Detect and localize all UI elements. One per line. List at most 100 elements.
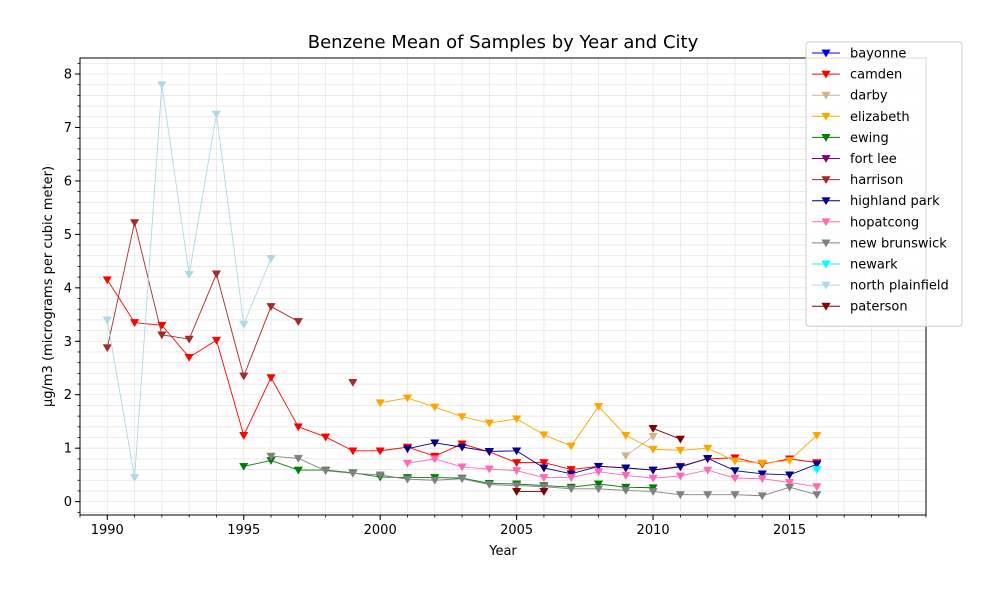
legend-marker: [821, 302, 831, 311]
data-point: [812, 466, 822, 475]
data-point: [621, 487, 631, 495]
data-point: [784, 457, 795, 465]
data-point: [484, 481, 494, 490]
data-point: [757, 459, 767, 468]
legend-marker: [821, 197, 831, 206]
legend-label: fort lee: [850, 152, 897, 167]
data-point: [784, 478, 795, 487]
data-point: [566, 474, 576, 483]
data-point: [757, 475, 767, 484]
data-point: [593, 462, 604, 471]
y-tick-label: 1: [64, 442, 72, 457]
data-point: [266, 452, 276, 461]
data-point: [239, 320, 249, 329]
data-point: [402, 459, 413, 468]
y-tick-label: 3: [64, 335, 72, 350]
y-tick-label: 7: [64, 121, 72, 136]
data-point: [593, 480, 604, 489]
data-point: [512, 415, 522, 424]
data-point: [320, 467, 331, 476]
data-point: [812, 431, 822, 440]
legend-marker: [821, 112, 831, 121]
data-point: [457, 463, 467, 472]
series-line: [652, 427, 681, 440]
data-point: [648, 433, 658, 441]
data-point: [457, 475, 467, 484]
legend-item: north plainfield: [812, 279, 949, 294]
data-point: [621, 431, 631, 440]
data-point: [566, 442, 576, 451]
legend-item: paterson: [812, 300, 908, 315]
data-point: [211, 110, 222, 119]
series-harrison: [102, 219, 358, 387]
data-point: [675, 491, 686, 500]
legend-item: darby: [812, 89, 888, 104]
legend-item: highland park: [812, 194, 940, 209]
data-point: [512, 488, 522, 496]
data-point: [102, 344, 112, 353]
legend-item: hopatcong: [812, 215, 919, 230]
legend-item: newark: [812, 258, 898, 273]
legend-marker: [821, 49, 831, 58]
data-point: [648, 425, 658, 433]
data-point: [184, 335, 194, 344]
data-point: [239, 431, 249, 440]
data-point: [484, 447, 494, 456]
legend-marker: [821, 218, 831, 227]
axes: 1990 1995 2000 2005 2010 2015 0 1 2 3 4 5 6 7 8: [64, 62, 927, 538]
data-point: [157, 331, 167, 340]
data-point: [593, 403, 604, 411]
legend-item: harrison: [812, 173, 903, 188]
data-point: [812, 491, 822, 500]
data-point: [621, 472, 631, 480]
data-point: [430, 439, 440, 448]
legend-marker: [821, 239, 831, 248]
series-paterson: [512, 425, 686, 496]
data-point: [730, 491, 740, 500]
data-point: [211, 270, 222, 279]
legend-item: ewing: [812, 131, 889, 146]
data-point: [293, 318, 303, 326]
legend-label: harrison: [850, 173, 903, 188]
x-tick-label: 2005: [500, 523, 533, 538]
legend-label: north plainfield: [850, 279, 949, 294]
y-axis-label: µg/m3 (micrograms per cubic meter): [41, 166, 56, 407]
data-point: [266, 374, 276, 383]
series-elizabeth: [375, 394, 822, 468]
series-darby: [621, 433, 658, 461]
data-point: [157, 81, 167, 90]
legend-label: hopatcong: [850, 215, 919, 230]
y-tick-label: 4: [64, 281, 72, 296]
y-tick-label: 8: [64, 68, 72, 83]
data-point: [593, 468, 604, 477]
data-point: [812, 460, 822, 469]
legend-marker: [821, 281, 831, 290]
data-point: [730, 457, 740, 466]
y-tick-label: 2: [64, 388, 72, 403]
data-point: [375, 471, 385, 480]
data-point: [457, 443, 467, 452]
legend-box: [805, 41, 963, 327]
data-point: [566, 485, 576, 494]
data-point: [703, 491, 713, 500]
data-point: [539, 431, 549, 440]
data-point: [375, 399, 385, 408]
data-point: [730, 467, 740, 476]
data-point: [266, 303, 276, 312]
series-line: [407, 442, 818, 476]
data-point: [512, 467, 522, 476]
data-point: [512, 482, 522, 491]
data-point: [239, 372, 249, 381]
data-point: [102, 276, 112, 285]
data-point: [812, 483, 822, 492]
legend-item: fort lee: [812, 152, 897, 167]
series-line: [106, 222, 299, 378]
data-point: [675, 446, 686, 455]
legend-marker: [821, 134, 831, 142]
data-point: [402, 475, 413, 484]
y-tick-label: 5: [64, 228, 72, 243]
data-point: [129, 219, 140, 228]
data-point: [293, 423, 303, 432]
data-point: [129, 319, 140, 328]
legend-label: camden: [850, 68, 902, 83]
